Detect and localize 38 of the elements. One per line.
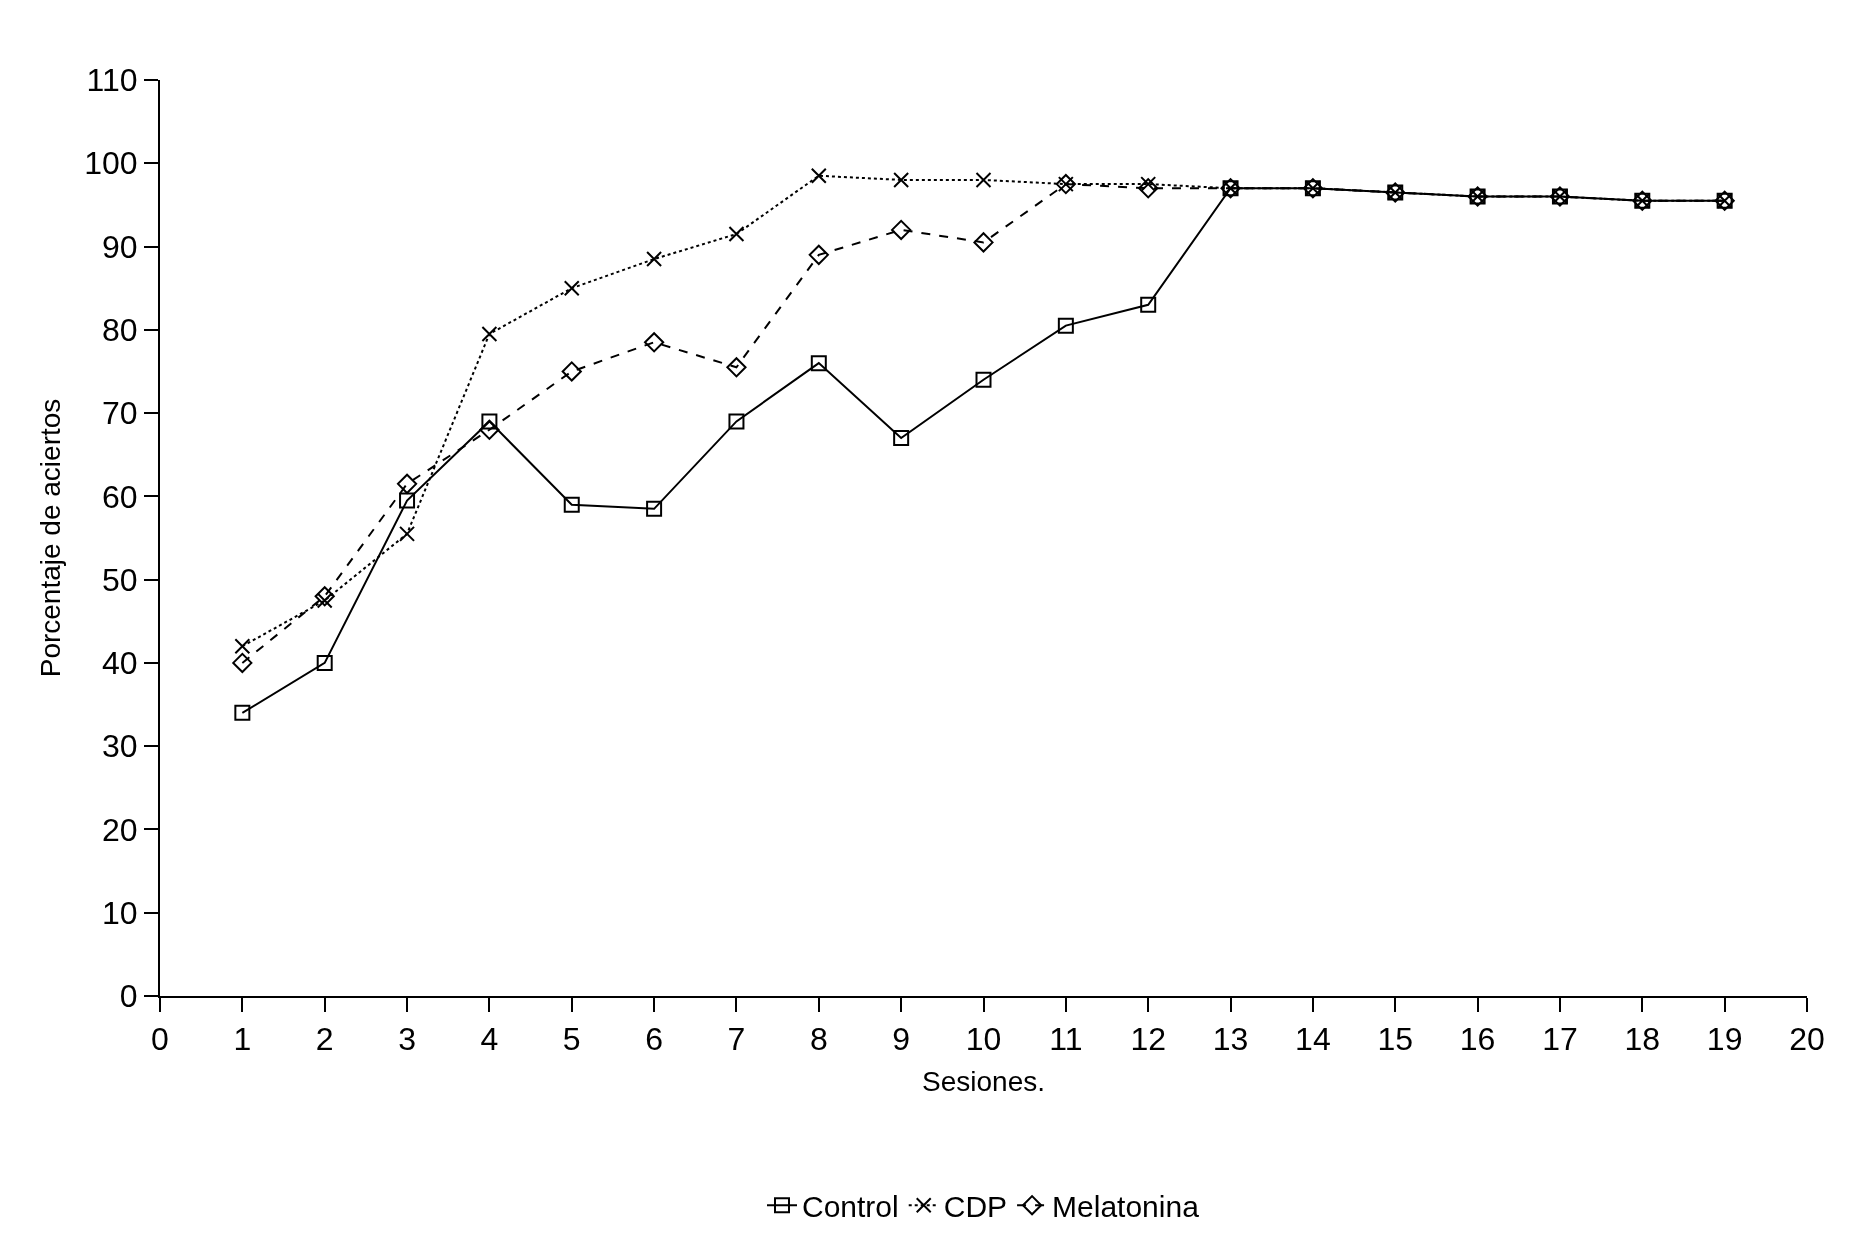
x-tick-label: 0 xyxy=(151,1021,169,1058)
x-tick-label: 10 xyxy=(965,1021,1002,1058)
x-axis-title: Sesiones. xyxy=(922,1066,1045,1097)
y-tick-label: 30 xyxy=(102,728,138,765)
legend-label: Control xyxy=(802,1189,899,1223)
x-tick-label: 20 xyxy=(1789,1021,1825,1058)
y-tick-label: 110 xyxy=(86,62,138,99)
y-tick-label: 10 xyxy=(102,894,138,931)
x-tick-label: 4 xyxy=(480,1021,499,1058)
x-tick-label: 14 xyxy=(1295,1021,1331,1058)
x-tick-label: 2 xyxy=(315,1021,334,1058)
x-tick-label: 18 xyxy=(1624,1021,1661,1058)
x-tick-label: 3 xyxy=(398,1021,416,1058)
x-tick-label: 8 xyxy=(809,1021,828,1058)
x-tick-label: 16 xyxy=(1459,1021,1496,1058)
x-tick-label: 19 xyxy=(1706,1021,1743,1058)
y-tick-label: 0 xyxy=(119,978,138,1015)
x-tick-label: 15 xyxy=(1377,1021,1414,1058)
legend-label: CDP xyxy=(943,1189,1008,1223)
y-tick-label: 80 xyxy=(102,312,138,349)
y-tick-label: 50 xyxy=(102,561,138,598)
y-tick-label: 20 xyxy=(102,811,138,848)
x-tick-label: 6 xyxy=(645,1021,663,1058)
x-tick-label: 11 xyxy=(1049,1021,1083,1058)
x-tick-label: 12 xyxy=(1130,1021,1166,1058)
y-tick-label: 40 xyxy=(102,645,138,682)
legend-label: Melatonina xyxy=(1052,1189,1200,1223)
x-tick-label: 7 xyxy=(727,1021,746,1058)
y-tick-label: 70 xyxy=(102,395,138,432)
y-axis-title: Porcentaje de aciertos xyxy=(35,398,67,678)
y-tick-label: 60 xyxy=(102,478,138,515)
y-tick-label: 100 xyxy=(84,145,138,182)
x-tick-label: 17 xyxy=(1542,1021,1578,1058)
x-tick-label: 9 xyxy=(892,1021,911,1058)
x-tick-label: 1 xyxy=(233,1021,252,1058)
x-tick-label: 5 xyxy=(562,1021,581,1058)
x-tick-label: 13 xyxy=(1212,1021,1249,1058)
y-tick-label: 90 xyxy=(102,228,138,265)
